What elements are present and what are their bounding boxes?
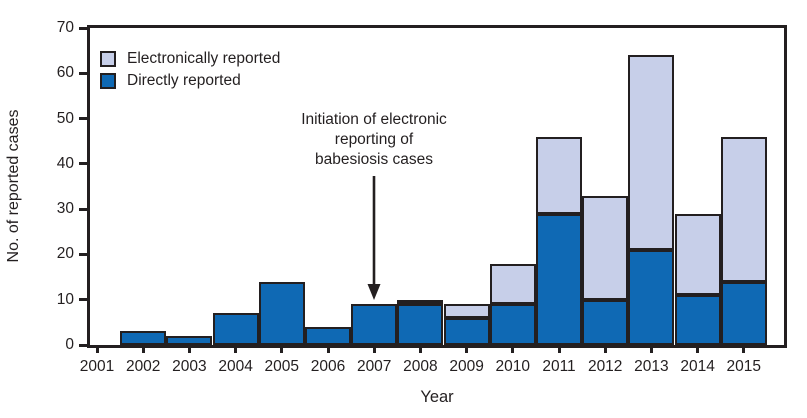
y-axis-tick [79,26,87,30]
x-axis-tick [141,345,145,353]
x-tick-label-2008: 2008 [403,358,438,375]
bar-2010-directly [489,304,536,345]
y-tick-label: 30 [56,200,74,218]
bar-2008-electronically [397,299,444,305]
x-axis-tick [557,345,561,353]
x-axis-tick [696,345,700,353]
legend-item-directly-reported: Directly reported [100,72,280,89]
bar-2014-directly [674,295,721,345]
y-axis-title: No. of reported cases [5,109,22,263]
y-tick-label: 0 [65,336,74,353]
bar-2004-directly [212,313,259,345]
x-axis-tick [603,345,607,353]
y-tick-label: 10 [56,290,74,308]
y-axis-tick [79,252,87,256]
plot-area: Electronically reported Directly reporte… [57,19,787,375]
x-axis-tick [326,345,330,353]
x-axis-tick [511,345,515,353]
x-tick-label-2015: 2015 [726,358,762,375]
x-tick-label-2003: 2003 [172,358,207,375]
annotation-line: reporting of [334,131,414,148]
bar-2010-electronically [489,263,536,305]
bar-2005-directly [258,281,305,345]
bar-2014-electronically [674,213,721,296]
x-tick-label-2005: 2005 [264,358,300,375]
y-tick-label: 40 [56,154,74,172]
bar-2012-electronically [582,195,629,300]
bar-2007-directly [351,304,398,345]
directly-reported-swatch [100,72,116,89]
legend-label: Electronically reported [127,50,281,67]
x-axis-tick [465,345,469,353]
annotation-line: babesiosis cases [314,151,434,168]
bar-2015-directly [720,281,767,345]
y-axis-tick [79,298,87,302]
legend: Electronically reported Directly reporte… [100,50,280,89]
y-axis-tick [79,207,87,211]
bar-2006-directly [304,326,352,345]
x-tick-label-2011: 2011 [542,358,576,375]
annotation-arrow-icon [367,176,381,301]
x-axis-tick [649,345,653,353]
x-tick-label-2010: 2010 [495,358,531,375]
x-tick-label-2004: 2004 [218,358,253,375]
x-axis-tick [372,345,376,353]
electronically-reported-swatch [100,50,116,67]
bar-2015-electronically [720,136,767,282]
x-axis-tick [187,345,191,353]
x-tick-label-2009: 2009 [449,358,484,375]
bar-2009-electronically [443,304,490,318]
x-tick-label-2001: 2001 [79,358,115,375]
bar-2012-directly [582,299,629,345]
bar-2013-electronically [628,55,675,250]
x-axis-title: Year [420,388,454,406]
annotation-line: Initiation of electronic [301,111,447,128]
y-axis-tick [79,343,87,347]
x-axis-tick [280,345,284,353]
legend-item-electronically-reported: Electronically reported [100,50,280,67]
x-axis-tick [95,345,99,353]
legend-label: Directly reported [127,72,241,89]
y-axis-tick [79,162,87,166]
bar-2013-directly [628,249,675,345]
y-tick-label: 20 [56,245,74,263]
annotation-text: Initiation of electronic reporting of ba… [249,110,499,170]
bar-2011-electronically [535,136,583,214]
x-axis-tick [234,345,238,353]
bar-2011-directly [535,213,583,345]
y-tick-label: 60 [56,64,74,82]
x-tick-label-2007: 2007 [356,358,392,375]
bar-2009-directly [443,317,490,345]
x-tick-label-2006: 2006 [310,358,346,375]
bar-2002-directly [120,331,167,345]
x-axis-tick [742,345,746,353]
x-tick-label-2014: 2014 [680,358,715,375]
x-tick-label-2013: 2013 [634,358,669,375]
y-axis-tick [79,117,87,121]
y-tick-label: 50 [56,109,74,127]
x-tick-label-2002: 2002 [125,358,161,375]
y-tick-label: 70 [56,19,74,36]
bar-2008-directly [397,304,444,345]
x-tick-label-2012: 2012 [587,358,623,375]
y-axis-tick [79,71,87,75]
x-axis-tick [418,345,422,353]
bar-2003-directly [166,335,213,345]
